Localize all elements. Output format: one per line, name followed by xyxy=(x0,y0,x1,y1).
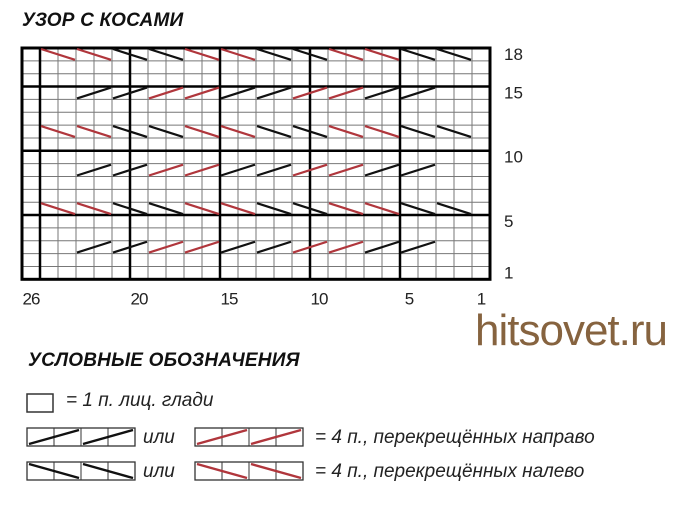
cable-stitch-red xyxy=(40,47,76,61)
cable-stitch-black xyxy=(400,163,436,177)
cable-stitch-black xyxy=(220,163,256,177)
cable-stitch-black xyxy=(112,47,148,61)
cable-stitch-black xyxy=(112,240,148,254)
cable-stitch-red xyxy=(184,202,220,216)
cable-stitch-black xyxy=(364,86,400,100)
cable-stitch-black xyxy=(256,125,292,138)
column-label: 26 xyxy=(23,289,40,308)
cable-stitch-red xyxy=(328,47,364,61)
cable-stitch-black xyxy=(112,163,148,177)
cable-stitch-red xyxy=(328,86,364,100)
cable-stitch-red xyxy=(328,125,364,138)
cable-stitch-black xyxy=(256,47,292,61)
cable-stitch-black xyxy=(292,125,328,138)
legend-right-cross-text: = 4 п., перекрещённых направо xyxy=(315,427,595,448)
cable-stitch-red xyxy=(40,202,76,216)
right-cross-symbol-red-stroke xyxy=(250,428,302,446)
cable-stitch-black xyxy=(364,240,400,254)
cable-stitch-red xyxy=(76,47,112,61)
cable-stitch-red xyxy=(328,240,364,254)
cable-stitch-black xyxy=(76,86,112,100)
cable-stitch-black xyxy=(76,240,112,254)
cable-stitch-black xyxy=(292,202,328,216)
left-cross-symbol-red-stroke xyxy=(250,462,302,480)
cable-stitch-red xyxy=(328,163,364,177)
legend-or-1: или xyxy=(143,427,175,448)
cable-stitch-red xyxy=(184,86,220,100)
cable-stitch-red xyxy=(40,125,76,138)
row-label: 1 xyxy=(504,263,513,282)
legend-knit-text: = 1 п. лиц. глади xyxy=(66,390,214,411)
left-cross-symbol-black-stroke xyxy=(28,462,80,480)
cable-stitch-black xyxy=(256,86,292,100)
cable-stitch-red xyxy=(148,86,184,100)
cable-stitch-black xyxy=(436,47,472,61)
row-label: 5 xyxy=(504,212,513,231)
cable-stitch-black xyxy=(436,125,472,138)
cable-stitch-red xyxy=(292,86,328,100)
left-cross-symbol-black-stroke xyxy=(82,462,134,480)
cable-stitch-red xyxy=(76,202,112,216)
right-cross-symbol-red-stroke xyxy=(196,428,248,446)
cable-stitch-black xyxy=(400,202,436,216)
cable-stitch-red xyxy=(220,202,256,216)
cable-stitch-black xyxy=(436,202,472,216)
cable-stitch-black xyxy=(364,163,400,177)
right-cross-symbol-black-stroke xyxy=(28,428,80,446)
cable-stitch-black xyxy=(148,47,184,61)
cable-stitch-black xyxy=(220,240,256,254)
legend-title: УСЛОВНЫЕ ОБОЗНАЧЕНИЯ xyxy=(28,350,300,371)
left-cross-symbol-red-stroke xyxy=(196,462,248,480)
cable-stitch-black xyxy=(256,163,292,177)
cable-stitch-black xyxy=(256,202,292,216)
cable-stitch-red xyxy=(364,202,400,216)
cable-stitch-black xyxy=(256,240,292,254)
cable-stitch-red xyxy=(292,163,328,177)
column-label: 1 xyxy=(477,289,486,308)
cable-stitch-red xyxy=(184,125,220,138)
chart-border xyxy=(20,46,492,281)
cable-stitch-black xyxy=(400,125,436,138)
chart-title: УЗОР С КОСАМИ xyxy=(22,10,184,31)
cable-stitch-black xyxy=(112,202,148,216)
cable-stitch-red xyxy=(220,125,256,138)
cable-stitch-black xyxy=(112,125,148,138)
cable-stitch-black xyxy=(292,47,328,61)
column-label: 5 xyxy=(405,289,414,308)
cable-stitch-red xyxy=(76,125,112,138)
cable-stitch-red xyxy=(148,163,184,177)
cable-stitch-red xyxy=(184,163,220,177)
knit-stitch-symbol xyxy=(26,393,54,413)
watermark: hitsovet.ru xyxy=(475,306,668,355)
knitting-chart: 18 15 10 5 1 26 20 15 10 5 1 xyxy=(20,45,523,308)
cable-stitch-red xyxy=(364,125,400,138)
cable-stitch-red xyxy=(184,47,220,61)
row-label: 10 xyxy=(504,148,523,167)
cable-stitch-red xyxy=(292,240,328,254)
row-label: 15 xyxy=(504,83,523,102)
column-label: 15 xyxy=(221,289,238,308)
cable-stitch-black xyxy=(76,163,112,177)
cable-stitch-red xyxy=(328,202,364,216)
right-cross-symbol-black-stroke xyxy=(82,428,134,446)
cable-stitch-black xyxy=(400,47,436,61)
column-label: 20 xyxy=(131,289,148,308)
legend-or-2: или xyxy=(143,461,175,482)
cable-stitch-red xyxy=(220,47,256,61)
row-label: 18 xyxy=(504,45,523,64)
cable-stitch-black xyxy=(220,86,256,100)
cable-stitch-red xyxy=(364,47,400,61)
cable-stitch-red xyxy=(148,240,184,254)
cable-stitch-black xyxy=(148,125,184,138)
cable-stitch-red xyxy=(184,240,220,254)
legend-left-cross-text: = 4 п., перекрещённых налево xyxy=(315,461,585,482)
cable-stitch-black xyxy=(400,86,436,100)
cable-stitch-black xyxy=(148,202,184,216)
cable-stitch-black xyxy=(400,240,436,254)
cable-stitch-black xyxy=(112,86,148,100)
column-label: 10 xyxy=(311,289,328,308)
